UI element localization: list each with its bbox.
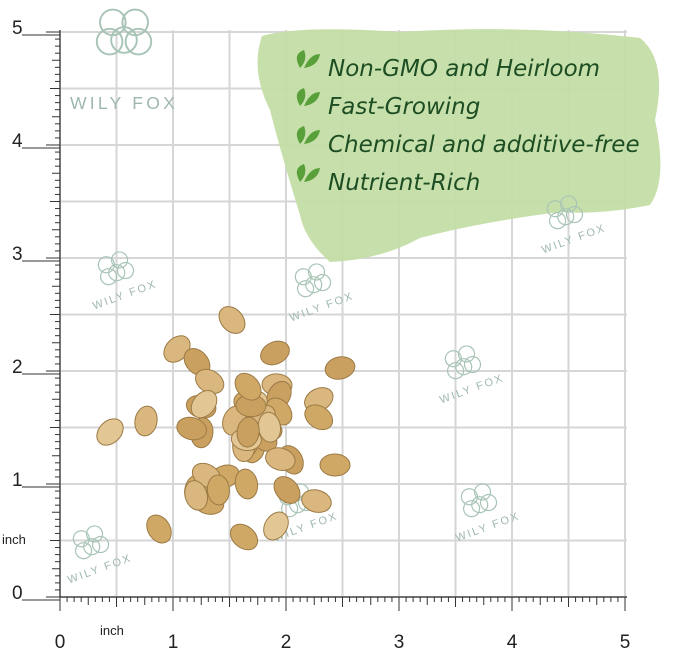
seed	[304, 404, 334, 431]
leaf-icon	[296, 164, 320, 182]
leaf-icon	[296, 88, 320, 106]
watermark-leaf	[548, 212, 567, 230]
watermark-leaf	[462, 500, 481, 518]
watermark-text: WILY FOX	[288, 290, 356, 324]
watermark-leaf	[95, 27, 124, 56]
watermark-leaf	[305, 276, 323, 294]
watermark-leaf	[99, 268, 118, 286]
seed	[273, 476, 301, 504]
seed	[236, 416, 260, 448]
watermark-leaf	[116, 261, 135, 280]
watermark: WILY FOX	[70, 8, 178, 113]
seed	[146, 514, 172, 544]
watermark-leaf	[74, 542, 93, 560]
feature: Chemical and additive-free	[328, 132, 640, 158]
seed	[301, 489, 332, 513]
x-label: 5	[620, 632, 631, 653]
seed	[134, 405, 158, 437]
y-label: 1	[12, 470, 23, 491]
seed	[206, 474, 230, 506]
feature: Nutrient-Rich	[328, 170, 480, 196]
watermark-leaf	[108, 264, 126, 282]
feature: Non-GMO and Heirloom	[328, 56, 600, 82]
watermark-leaf	[479, 493, 498, 512]
seeds	[96, 306, 356, 551]
y-unit: inch	[2, 532, 26, 547]
watermark-leaf	[296, 280, 315, 298]
feature-list: Non-GMO and Heirloom Fast-Growing Chemical…	[296, 50, 640, 196]
seed	[263, 511, 289, 541]
seed	[218, 306, 246, 334]
watermark-text: WILY FOX	[540, 222, 608, 256]
feature: Fast-Growing	[328, 94, 480, 120]
watermark: WILY FOX	[91, 251, 159, 312]
y-label: 4	[12, 131, 23, 152]
watermark-text: WILY FOX	[66, 552, 134, 586]
seed	[184, 480, 209, 511]
x-unit: inch	[100, 623, 124, 638]
watermark-text: WILY FOX	[91, 278, 159, 312]
highlight-blob	[257, 29, 661, 262]
ruler-labels: 0 1 2 3 4 5 0 1 2 3 4 5	[12, 18, 630, 653]
watermark-leaf	[565, 205, 584, 224]
watermark-text: WILY FOX	[438, 372, 506, 406]
leaf-icon	[296, 126, 320, 144]
y-label: 0	[12, 583, 23, 604]
watermark-text: WILY FOX	[70, 93, 178, 113]
watermark-leaf	[124, 27, 153, 56]
seed	[234, 468, 259, 500]
seed	[324, 356, 356, 380]
leaf-icon	[296, 50, 320, 68]
x-label: 0	[55, 632, 66, 653]
x-label: 3	[394, 632, 405, 653]
y-label: 3	[12, 244, 23, 265]
watermark-leaf	[110, 26, 138, 54]
watermark-leaf	[446, 362, 465, 380]
x-label: 1	[168, 632, 179, 653]
seed	[229, 523, 259, 551]
watermark: WILY FOX	[454, 483, 522, 544]
watermark: WILY FOX	[66, 525, 134, 586]
seed	[234, 372, 262, 401]
x-label: 2	[281, 632, 292, 653]
watermark-leaf	[463, 355, 482, 374]
seed	[190, 390, 218, 419]
seed	[260, 340, 290, 366]
seed	[96, 418, 124, 446]
seed	[176, 416, 207, 441]
watermark-leaf	[557, 208, 575, 226]
watermark-leaf	[471, 496, 489, 514]
seed	[319, 453, 351, 477]
y-label: 5	[12, 18, 23, 39]
seed	[265, 447, 296, 471]
watermark-leaf	[455, 358, 473, 376]
y-label: 2	[12, 357, 23, 378]
watermark-leaf	[83, 538, 101, 556]
watermark-leaf	[91, 535, 110, 554]
x-label: 4	[507, 632, 518, 653]
watermark-leaf	[313, 273, 332, 292]
